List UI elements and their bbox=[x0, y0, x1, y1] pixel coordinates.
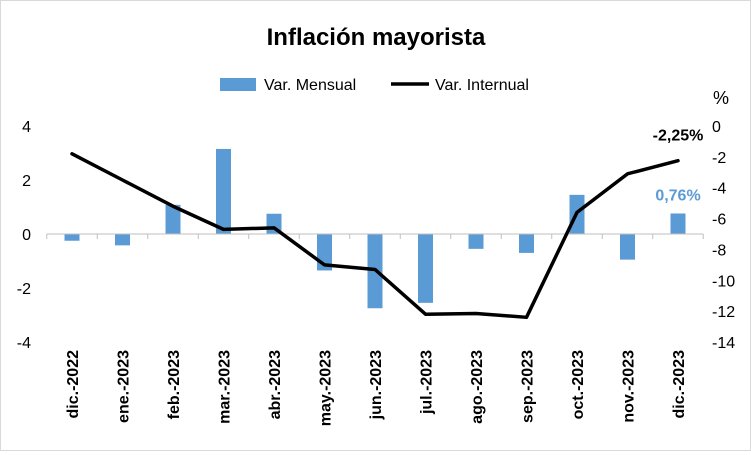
x-axis-label: may.-2023 bbox=[318, 350, 335, 426]
legend-swatch-bar bbox=[220, 78, 256, 91]
left-axis-ticks: 4 2 0 -2 -4 bbox=[17, 119, 31, 352]
x-axis-label: dic.-2022 bbox=[65, 350, 82, 419]
bar-mensual bbox=[670, 213, 686, 234]
x-axis-label: ago.-2023 bbox=[469, 350, 486, 424]
left-axis-tick-label: -4 bbox=[17, 335, 31, 352]
x-axis-label: mar.-2023 bbox=[217, 350, 234, 424]
legend-label-line: Var. Internual bbox=[435, 77, 529, 94]
right-axis-tick-label: 0 bbox=[712, 119, 721, 136]
legend-label-bar: Var. Mensual bbox=[264, 77, 356, 94]
x-axis-label: nov.-2023 bbox=[621, 350, 638, 423]
bar-mensual bbox=[468, 234, 484, 249]
bar-mensual bbox=[64, 234, 80, 241]
left-axis-tick-label: -2 bbox=[17, 281, 31, 298]
bar-mensual bbox=[216, 148, 231, 234]
x-axis-label: sep.-2023 bbox=[520, 350, 537, 423]
line-internual bbox=[70, 152, 680, 320]
data-label: -2,25% bbox=[653, 128, 704, 145]
chart-title: Inflación mayorista bbox=[267, 24, 486, 51]
right-axis-tick-label: -6 bbox=[712, 212, 726, 229]
x-axis-tick-marks bbox=[46, 234, 704, 239]
right-axis-ticks: 0 -2 -4 -6 -8 -10 -12 -14 bbox=[712, 119, 735, 352]
data-label: 0,76% bbox=[655, 187, 700, 204]
right-axis-tick-label: -12 bbox=[712, 304, 735, 321]
x-axis-label: ene.-2023 bbox=[116, 350, 133, 423]
x-axis-label: jun.-2023 bbox=[368, 350, 385, 420]
bar-mensual bbox=[115, 234, 130, 246]
left-axis-tick-label: 0 bbox=[22, 227, 31, 244]
bar-mensual bbox=[165, 204, 181, 234]
x-axis-label: abr.-2023 bbox=[267, 350, 284, 419]
right-axis-tick-label: -8 bbox=[712, 242, 726, 259]
x-axis-label: dic.-2023 bbox=[671, 350, 688, 419]
x-axis-label: jul.-2023 bbox=[419, 350, 436, 415]
line-series bbox=[70, 152, 680, 320]
bar-series bbox=[64, 148, 686, 309]
right-axis-unit-label: % bbox=[713, 88, 729, 108]
bar-mensual bbox=[620, 234, 635, 260]
right-axis-tick-label: -2 bbox=[712, 150, 726, 167]
right-axis-tick-label: -10 bbox=[712, 273, 735, 290]
bar-mensual bbox=[418, 234, 433, 303]
x-axis-label: oct.-2023 bbox=[570, 350, 587, 419]
bar-mensual bbox=[519, 234, 534, 253]
x-axis-label: feb.-2023 bbox=[166, 350, 183, 419]
right-axis-tick-label: -14 bbox=[712, 335, 735, 352]
data-annotations: -2,25% 0,76% bbox=[653, 128, 704, 205]
left-axis-tick-label: 4 bbox=[22, 119, 31, 136]
right-axis-tick-label: -4 bbox=[712, 181, 726, 198]
x-axis-labels: dic.-2022 ene.-2023 feb.-2023 mar.-2023 abr.… bbox=[65, 350, 688, 426]
left-axis-tick-label: 2 bbox=[22, 173, 31, 190]
legend: Var. Mensual Var. Internual bbox=[220, 77, 529, 94]
